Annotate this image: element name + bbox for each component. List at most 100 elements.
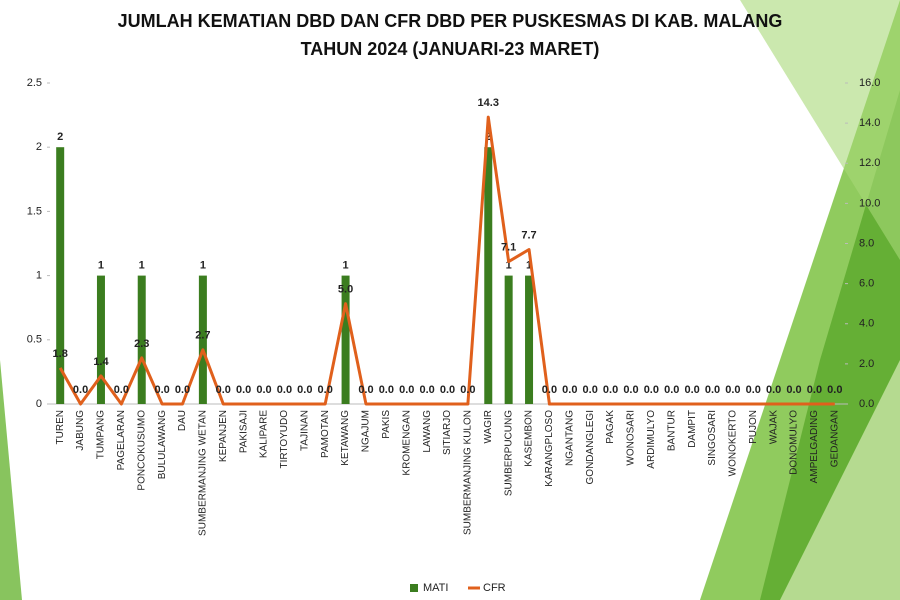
line-label: 14.3 [478, 97, 499, 109]
bar-label: 1 [343, 260, 349, 272]
bar [96, 275, 105, 404]
legend-swatch [410, 584, 418, 592]
x-tick-label: PONCOKUSUMO [136, 410, 147, 491]
line-label: 0.0 [562, 384, 577, 396]
line-label: 0.0 [684, 384, 699, 396]
x-tick-label: PAKIS [381, 410, 392, 439]
y-tick-label: 1.5 [27, 205, 42, 217]
y2-tick-label: 16.0 [859, 77, 880, 89]
line-label: 7.7 [521, 229, 536, 241]
x-tick-label: WAJAK [768, 410, 779, 444]
line-label: 0.0 [256, 384, 271, 396]
x-tick-label: WONOSARI [626, 410, 637, 466]
line-label: 0.0 [114, 384, 129, 396]
decor-shape [780, 360, 900, 600]
y-tick-label: 0.5 [27, 334, 42, 346]
line-label: 0.0 [277, 384, 292, 396]
line-label: 0.0 [460, 384, 475, 396]
x-tick-label: BANTUR [666, 410, 677, 451]
line-label: 0.0 [725, 384, 740, 396]
bar [484, 147, 493, 404]
y2-tick-label: 10.0 [859, 197, 880, 209]
x-tick-label: TIRTOYUDO [279, 410, 290, 469]
bar-label: 2 [57, 131, 63, 143]
line-label: 0.0 [297, 384, 312, 396]
bar [137, 275, 146, 404]
x-tick-label: WAGIR [483, 410, 494, 444]
line-label: 2.3 [134, 338, 149, 350]
line-label: 0.0 [644, 384, 659, 396]
chart-title: TAHUN 2024 (JANUARI-23 MARET) [301, 39, 600, 59]
y2-tick-label: 6.0 [859, 278, 874, 290]
y2-tick-label: 0.0 [859, 398, 874, 410]
y2-tick-label: 4.0 [859, 318, 874, 330]
line-label: 5.0 [338, 284, 353, 296]
line-label: 0.0 [318, 384, 333, 396]
x-tick-label: TAJINAN [299, 410, 310, 451]
x-tick-label: BULULAWANG [157, 410, 168, 479]
line-label: 0.0 [786, 384, 801, 396]
x-tick-label: GEDANGAN [829, 410, 840, 467]
line-label: 0.0 [175, 384, 190, 396]
y-tick-label: 2 [36, 141, 42, 153]
x-tick-label: DAU [177, 410, 188, 431]
chart-title: JUMLAH KEMATIAN DBD DAN CFR DBD PER PUSK… [118, 11, 783, 31]
line-label: 0.0 [73, 384, 88, 396]
line-label: 0.0 [746, 384, 761, 396]
line-label: 7.1 [501, 241, 516, 253]
line-label: 0.0 [154, 384, 169, 396]
line [58, 115, 835, 406]
x-tick-label: KALIPARE [259, 410, 270, 458]
x-tick-label: WONOKERTO [728, 410, 739, 477]
y-tick-label: 0 [36, 398, 42, 410]
x-tick-label: AMPELGADING [809, 410, 820, 484]
bar [525, 275, 534, 404]
x-tick-label: TUREN [55, 410, 66, 444]
x-tick-label: LAWANG [422, 410, 433, 453]
y2-tick-label: 2.0 [859, 358, 874, 370]
line-label: 0.0 [705, 384, 720, 396]
line-label: 0.0 [419, 384, 434, 396]
y-tick-label: 2.5 [27, 77, 42, 89]
line-label: 0.0 [440, 384, 455, 396]
line-label: 0.0 [358, 384, 373, 396]
line-label: 0.0 [664, 384, 679, 396]
line-label: 1.4 [93, 356, 109, 368]
x-tick-label: KARANGPLOSO [544, 410, 555, 487]
x-tick-label: TUMPANG [96, 410, 107, 459]
x-tick-label: PAMOTAN [320, 410, 331, 458]
legend-label: MATI [423, 582, 448, 594]
x-tick-label: PAGELARAN [116, 410, 127, 470]
line-label: 0.0 [807, 384, 822, 396]
x-tick-label: SUMBERPUCUNG [503, 410, 514, 496]
x-tick-label: GONDANGLEGI [585, 410, 596, 484]
bar [56, 147, 65, 404]
line-label: 0.0 [623, 384, 638, 396]
x-tick-label: KEPANJEN [218, 410, 229, 462]
x-tick-label: KROMENGAN [401, 410, 412, 476]
x-tick-label: NGAJUM [361, 410, 372, 452]
x-tick-label: SINGOSARI [707, 410, 718, 466]
x-tick-label: SUMBERMANJING WETAN [198, 410, 209, 536]
line-label: 0.0 [827, 384, 842, 396]
x-tick-label: PAKISAJI [238, 410, 249, 453]
line-label: 0.0 [236, 384, 251, 396]
bar-label: 1 [526, 260, 532, 272]
y2-tick-label: 12.0 [859, 157, 880, 169]
x-tick-label: KETAWANG [340, 410, 351, 466]
y-tick-label: 1 [36, 270, 42, 282]
bar-label: 1 [139, 260, 145, 272]
x-tick-label: DONOMULYO [789, 410, 800, 475]
x-tick-label: ARDIMULYO [646, 410, 657, 469]
x-tick-label: SUMBERMANJING KULON [463, 410, 474, 535]
y2-tick-label: 8.0 [859, 237, 874, 249]
line-label: 0.0 [542, 384, 557, 396]
y2-tick-label: 14.0 [859, 117, 880, 129]
line-label: 2.7 [195, 330, 210, 342]
line-label: 1.8 [53, 348, 68, 360]
bar [341, 275, 350, 404]
bar [198, 275, 207, 404]
line-label: 0.0 [766, 384, 781, 396]
line-label: 0.0 [379, 384, 394, 396]
